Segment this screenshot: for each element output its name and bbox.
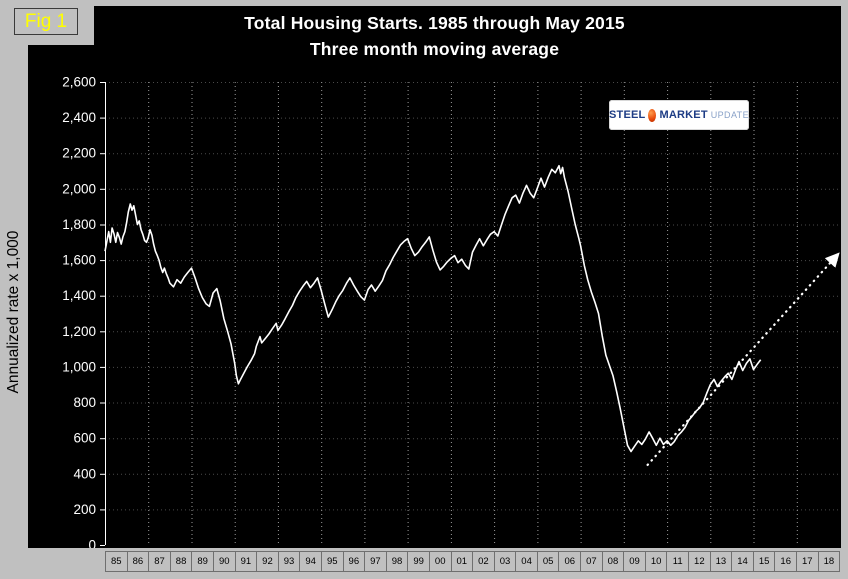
x-tick-label: 16: [775, 551, 797, 572]
x-tick-label: 00: [429, 551, 452, 572]
series-housing-starts-3mma: [104, 164, 762, 453]
logo-text-update: UPDATE: [710, 110, 749, 120]
x-tick-label: 07: [581, 551, 603, 572]
x-axis-labels: 85 86 87 88 89 90 91 92 93 94 95 96 97 98 99 00 01 02 03 04…: [105, 551, 841, 572]
plot-area: 0 200 400 600 800 1,000 1,200 1,400 1,600 1,800 2,…: [62, 75, 840, 549]
y-tick-label: 600: [73, 431, 96, 446]
figure-number-badge: Fig 1: [14, 8, 78, 35]
x-tick-label: 85: [106, 551, 128, 572]
y-tick-label: 1,400: [62, 288, 96, 303]
x-tick-label: 87: [149, 551, 171, 572]
x-tick-label: 03: [494, 551, 517, 572]
x-tick-label: 11: [667, 551, 690, 572]
x-tick-label: 88: [170, 551, 193, 572]
chart-title: Total Housing Starts. 1985 through May 2…: [244, 13, 625, 33]
x-tick-label: 98: [386, 551, 409, 572]
plot-background: [28, 6, 841, 548]
x-tick-label: 91: [235, 551, 258, 572]
logo-globe-icon: [648, 108, 657, 122]
x-tick-label: 86: [127, 551, 150, 572]
x-tick-label: 18: [818, 551, 841, 572]
x-tick-label: 90: [213, 551, 236, 572]
x-tick-label: 93: [278, 551, 301, 572]
x-tick-label: 10: [645, 551, 668, 572]
y-tick-label: 2,000: [62, 181, 96, 196]
x-tick-label: 95: [321, 551, 344, 572]
x-tick-label: 17: [797, 551, 819, 572]
y-tick-label: 2,200: [62, 146, 96, 161]
x-tick-label: 02: [473, 551, 495, 572]
y-tick-label: 800: [73, 395, 96, 410]
x-tick-label: 06: [559, 551, 582, 572]
x-tick-label: 01: [451, 551, 474, 572]
y-tick-label: 200: [73, 502, 96, 517]
x-tick-label: 12: [689, 551, 711, 572]
x-tick-label: 05: [537, 551, 560, 572]
x-tick-label: 04: [516, 551, 538, 572]
x-tick-label: 08: [602, 551, 625, 572]
figure-label-area: Fig 1: [0, 0, 94, 45]
y-axis-title: Annualized rate x 1,000: [5, 230, 22, 394]
y-tick-label: 1,800: [62, 217, 96, 232]
chart-subtitle: Three month moving average: [309, 39, 560, 59]
series-trend-projection: [646, 252, 840, 466]
x-tick-label: 94: [300, 551, 322, 572]
y-tick-label: 2,400: [62, 110, 96, 125]
y-tick-label: 1,000: [62, 359, 96, 374]
y-tick-label: 0: [88, 538, 96, 549]
x-tick-label: 14: [732, 551, 754, 572]
y-tick-label: 1,600: [62, 253, 96, 268]
y-tick-label: 2,600: [62, 75, 96, 90]
x-tick-label: 96: [343, 551, 366, 572]
x-tick-label: 97: [365, 551, 387, 572]
x-tick-label: 92: [257, 551, 279, 572]
x-tick-label: 09: [624, 551, 646, 572]
logo-text-market: MARKET: [659, 109, 708, 121]
x-tick-label: 89: [192, 551, 214, 572]
steel-market-update-logo: STEEL MARKET UPDATE: [609, 100, 749, 130]
x-tick-label: 15: [753, 551, 776, 572]
y-tick-label: 400: [73, 466, 96, 481]
x-tick-label: 99: [408, 551, 430, 572]
y-tick-label: 1,200: [62, 324, 96, 339]
logo-text-steel: STEEL: [609, 109, 646, 121]
x-tick-label: 13: [710, 551, 733, 572]
